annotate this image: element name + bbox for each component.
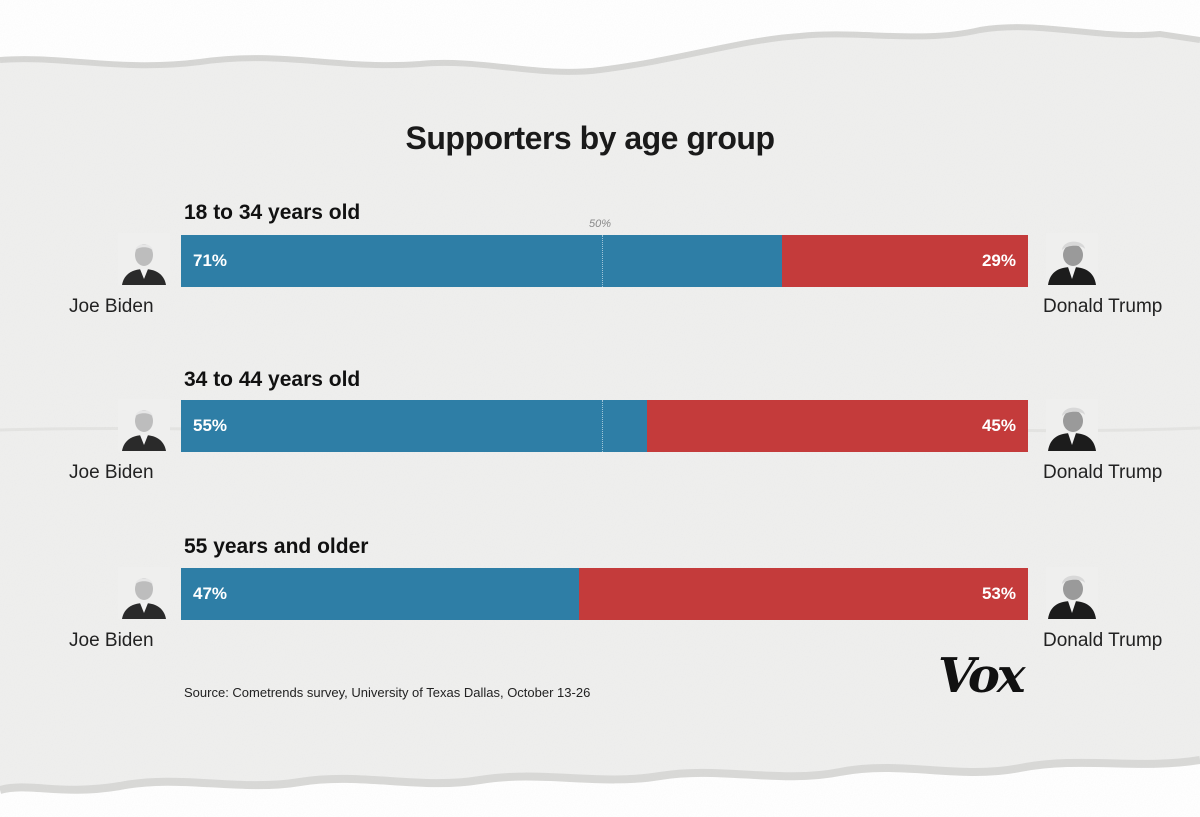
midpoint-line	[602, 400, 603, 452]
stacked-bar-2: 55% 45%	[181, 400, 1028, 452]
trump-portrait-icon	[1046, 233, 1098, 285]
stacked-bar-3: 47% 53%	[181, 568, 1028, 620]
midpoint-line	[602, 235, 603, 287]
chart-title: Supporters by age group	[405, 120, 775, 156]
value-label-biden-1: 71%	[193, 251, 228, 270]
candidate-name-trump: Donald Trump	[1043, 630, 1163, 651]
candidate-name-biden: Joe Biden	[69, 296, 154, 317]
bar-segment-trump-1: 29%	[782, 235, 1028, 287]
candidate-name-trump: Donald Trump	[1043, 462, 1163, 483]
group-label-3: 55 years and older	[184, 535, 369, 558]
bar-segment-trump-3: 53%	[579, 568, 1028, 620]
value-label-biden-2: 55%	[193, 416, 228, 435]
biden-portrait-icon	[118, 399, 170, 451]
source-note: Source: Cometrends survey, University of…	[184, 685, 591, 700]
candidate-name-trump: Donald Trump	[1043, 296, 1163, 317]
trump-portrait-icon	[1046, 399, 1098, 451]
stacked-bar-1: 71% 29%	[181, 235, 1028, 287]
value-label-trump-1: 29%	[981, 251, 1016, 270]
vox-logo: Vox	[938, 648, 1025, 704]
bar-segment-biden-3: 47%	[181, 568, 580, 620]
biden-portrait-icon	[118, 567, 170, 619]
candidate-name-biden: Joe Biden	[69, 630, 154, 651]
value-label-biden-3: 47%	[193, 584, 228, 603]
midpoint-label: 50%	[589, 218, 612, 230]
group-label-1: 18 to 34 years old	[184, 201, 361, 224]
group-label-2: 34 to 44 years old	[184, 368, 361, 391]
candidate-name-biden: Joe Biden	[69, 462, 154, 483]
bar-segment-biden-2: 55%	[181, 400, 647, 452]
value-label-trump-3: 53%	[981, 584, 1016, 603]
value-label-trump-2: 45%	[981, 416, 1016, 435]
biden-portrait-icon	[118, 233, 170, 285]
bar-segment-biden-1: 71%	[181, 235, 783, 287]
bar-segment-trump-2: 45%	[646, 400, 1028, 452]
trump-portrait-icon	[1046, 567, 1098, 619]
